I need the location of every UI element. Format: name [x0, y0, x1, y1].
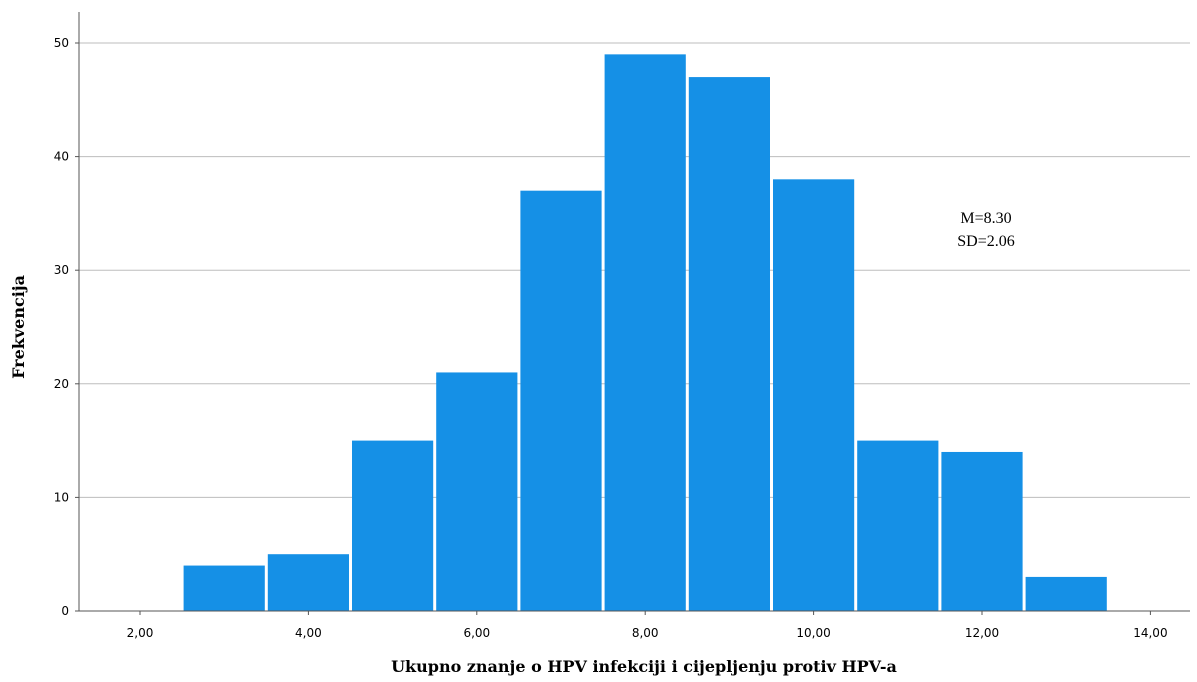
- bar-3: [183, 565, 265, 611]
- x-tick-label-1: 4,00: [295, 626, 322, 640]
- bar-7: [520, 190, 602, 611]
- x-tick-label-0: 2,00: [127, 626, 154, 640]
- x-tick-label-3: 8,00: [632, 626, 659, 640]
- bar-10: [773, 179, 855, 611]
- y-tick-label-1: 10: [54, 490, 69, 504]
- bar-6: [436, 372, 518, 611]
- bars: [183, 54, 1107, 612]
- y-tick-label-3: 30: [54, 263, 69, 277]
- x-tick-labels: 2,00 4,00 6,00 8,00 10,00 12,00 14,00: [127, 626, 1168, 640]
- x-tick-label-2: 6,00: [463, 626, 490, 640]
- bar-4: [267, 554, 349, 611]
- y-tick-label-4: 40: [54, 150, 69, 164]
- bar-13: [1025, 576, 1107, 611]
- stats-mean: M=8.30: [960, 210, 1011, 227]
- y-tick-label-0: 0: [61, 604, 69, 618]
- x-axis-title: Ukupno znanje o HPV infekciji i cijeplje…: [391, 657, 897, 676]
- y-tick-label-5: 50: [54, 36, 69, 50]
- y-axis-title: Frekvencija: [9, 275, 28, 379]
- bar-12: [941, 451, 1023, 611]
- bar-8: [604, 54, 686, 612]
- x-tick-label-6: 14,00: [1133, 626, 1167, 640]
- bar-5: [352, 440, 434, 611]
- axes: [75, 12, 1190, 615]
- y-tick-labels: 0 10 20 30 40 50: [54, 36, 69, 618]
- bar-9: [688, 77, 770, 611]
- x-tick-label-4: 10,00: [796, 626, 830, 640]
- bar-11: [857, 440, 939, 611]
- x-tick-label-5: 12,00: [965, 626, 999, 640]
- y-tick-label-2: 20: [54, 377, 69, 391]
- stats-sd: SD=2.06: [957, 233, 1014, 250]
